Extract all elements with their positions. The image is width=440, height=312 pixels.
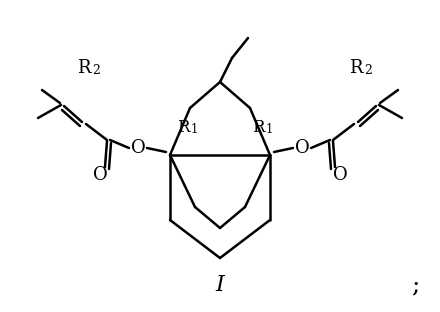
Text: 2: 2 (364, 64, 372, 77)
Text: O: O (333, 166, 347, 184)
Text: 1: 1 (191, 123, 198, 136)
Text: O: O (131, 139, 145, 157)
Text: R: R (177, 119, 189, 137)
Text: 2: 2 (92, 64, 100, 77)
Text: I: I (216, 274, 224, 296)
Text: R: R (77, 59, 91, 77)
Text: 1: 1 (266, 123, 273, 136)
Text: O: O (295, 139, 309, 157)
Text: R: R (252, 119, 264, 137)
Text: O: O (93, 166, 107, 184)
Text: R: R (349, 59, 363, 77)
Text: ;: ; (411, 274, 419, 296)
